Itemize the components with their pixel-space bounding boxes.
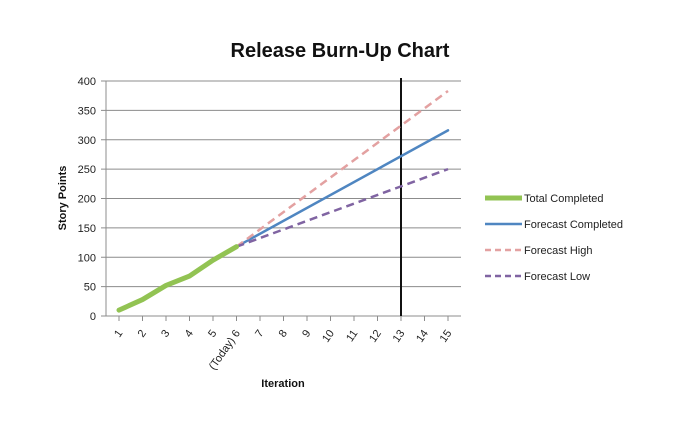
x-tick-label-14: 14 xyxy=(414,328,431,345)
y-tick-label-200: 200 xyxy=(78,194,96,206)
x-tick-label-4: 4 xyxy=(183,328,196,340)
legend: Total Completed Forecast Completed Forecas… xyxy=(485,193,623,283)
x-tick-label-8: 8 xyxy=(277,328,290,340)
x-tick-label-12: 12 xyxy=(367,328,384,345)
x-tick-label-9: 9 xyxy=(300,328,313,340)
gridlines xyxy=(106,80,461,288)
y-tick-label-100: 100 xyxy=(78,252,96,264)
legend-label-1: Total Completed xyxy=(524,193,604,205)
x-tick-label-15: 15 xyxy=(438,328,455,345)
chart-title: Release Burn-Up Chart xyxy=(231,40,450,62)
x-tick-label-3: 3 xyxy=(159,328,172,340)
legend-label-4: Forecast Low xyxy=(524,271,590,283)
series-line-total-completed xyxy=(116,244,239,313)
y-axis-title: Story Points xyxy=(57,166,69,231)
series-line-forecast-low xyxy=(236,167,449,248)
legend-label-3: Forecast High xyxy=(524,245,592,257)
y-tick-label-50: 50 xyxy=(84,282,96,294)
legend-label-2: Forecast Completed xyxy=(524,219,623,231)
y-tick-label-150: 150 xyxy=(78,223,96,235)
series-line-forecast-completed xyxy=(235,129,450,248)
series-lines xyxy=(116,78,450,316)
y-tick-label-0: 0 xyxy=(90,311,96,323)
y-tick-label-300: 300 xyxy=(78,135,96,147)
x-tick-label-7: 7 xyxy=(253,328,266,340)
x-tick-label-13: 13 xyxy=(391,328,408,345)
series-line-forecast-high xyxy=(235,89,449,248)
x-tick-label-5: 5 xyxy=(206,328,219,340)
x-tick-label-10: 10 xyxy=(320,328,337,345)
x-axis-title: Iteration xyxy=(261,378,305,390)
x-tick-label-2: 2 xyxy=(136,328,149,340)
y-tick-label-400: 400 xyxy=(78,76,96,88)
y-tick-label-250: 250 xyxy=(78,164,96,176)
x-tick-label-1: 1 xyxy=(112,328,125,340)
y-tick-label-350: 350 xyxy=(78,105,96,117)
x-tick-label-11: 11 xyxy=(344,328,360,344)
